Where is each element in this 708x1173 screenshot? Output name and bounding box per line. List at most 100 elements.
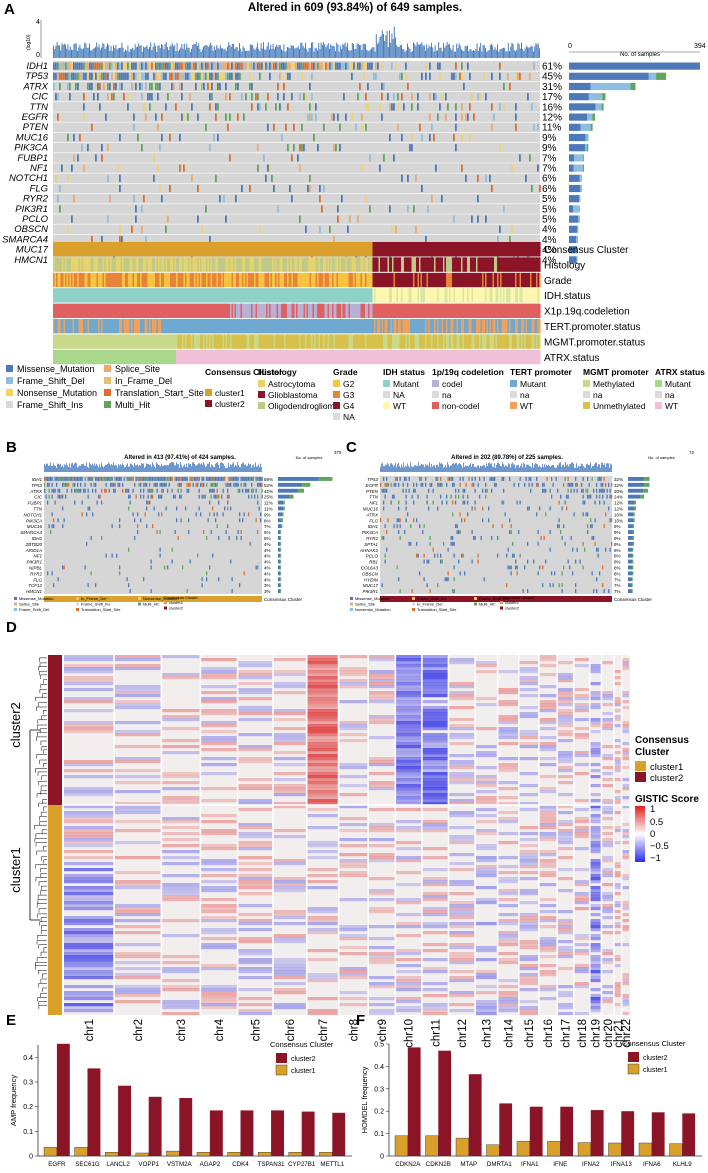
annotation-cell [132,257,135,272]
annotation-cell [488,334,490,349]
mini-mutation-cell [203,530,205,534]
mini-mutation-cell [152,477,154,481]
annotation-cell [276,288,279,303]
annotation-cell [504,303,507,318]
mini-tmb-bar [184,464,185,472]
annotation-cell [386,349,388,365]
mutation-cell [217,133,219,142]
annotation-cell [516,257,519,272]
tmb-bar [290,45,292,58]
annotation-cell [410,349,412,365]
annotation-cell [374,303,376,318]
mini-mutation-cell [101,477,103,481]
annotation-cell [53,272,55,288]
mini-tmb-bar [192,462,193,472]
mini-tmb-bar [74,463,75,472]
annotation-cell [116,319,118,334]
mini-side-bar [278,571,281,576]
mutation-cell [323,184,325,193]
mini-mutation-cell [137,530,139,534]
annotation-cell [488,257,490,272]
mutation-cell [161,62,163,70]
annotation-cell [161,257,163,272]
mini-mutation-cell [153,477,155,481]
annotation-cell [302,257,304,272]
tmb-bar [258,48,260,58]
mini-tmb-bar [211,464,212,472]
gene-label: PCLO [22,214,48,225]
mini-mutation-cell [83,488,85,493]
annotation-cell [534,319,537,334]
mini-mutation-cell [179,482,181,487]
annotation-cell [273,334,276,349]
annotation-cell [207,272,210,288]
annotation-cell [372,349,375,365]
mini-mutation-cell [47,477,49,481]
mutation-cell [309,82,311,91]
mini-mutation-cell [156,530,158,534]
annotation-cell [57,257,60,272]
tmb-bar [66,48,68,58]
annotation-cell [396,334,399,349]
side-bar-other [580,184,582,193]
annotation-cell [428,242,430,257]
annotation-cell [245,349,247,365]
annotation-cell [59,242,61,257]
annotation-cell [176,272,178,288]
annotation-cell [525,334,528,349]
annotation-cell [338,288,340,303]
mini-tmb-bar [75,462,76,472]
mini-mutation-cell [240,536,242,540]
mini-mutation-cell [240,482,242,487]
annotation-cell [266,257,268,272]
annotation-cell [389,288,391,303]
mini-mutation-cell [147,488,149,493]
annotation-cell [237,334,240,349]
tmb-bar [173,46,174,58]
annotation-cell [420,319,423,334]
mini-mutation-cell [245,482,247,487]
annotation-cell [240,334,243,349]
side-bar-missense [569,93,589,101]
mini-mutation-cell [65,477,67,481]
annotation-cell [465,288,468,303]
side-bars [569,62,700,264]
annotation-cell [143,257,145,272]
annotation-cell [446,319,448,334]
annotation-cell [344,334,346,349]
panel-a-title: Altered in 609 (93.84%) of 649 samples. [248,2,462,14]
annotation-cell [158,257,160,272]
annotation-cell [215,303,217,318]
mini-mutation-cell [177,477,179,481]
annotation-cell [164,272,166,288]
mini-tmb-bar [199,463,200,472]
legend-swatch [104,365,111,372]
mutation-cell [91,123,93,131]
mini-legend-swatch [76,608,79,611]
annotation-cell [315,334,318,349]
annotation-cell [464,349,466,365]
mutation-cell [123,93,125,101]
mutation-cell [97,72,99,80]
tmb-bar [248,50,250,58]
mini-tmb-bar [213,466,214,472]
annotation-cell [179,257,181,272]
mini-mutation-cell [425,477,427,481]
mini-gene-label: SMARCA4 [20,530,42,535]
annotation-cell [288,288,291,303]
annotation-cell [152,334,154,349]
mini-mutation-cell [161,477,163,481]
tmb-bar [446,42,448,58]
mini-tmb-bar [444,467,445,472]
mini-gene-label: IDH1 [32,477,43,482]
annotation-cell [432,257,435,272]
annotation-cell [537,319,540,334]
annotation-cell [344,242,346,257]
annotation-cell [299,242,301,257]
tmb-bar [152,46,154,58]
annotation-cell [192,257,195,272]
annotation-cell [336,319,339,334]
annotation-cell [206,319,208,334]
mutation-cell [333,62,335,70]
mutation-cell [293,144,295,152]
